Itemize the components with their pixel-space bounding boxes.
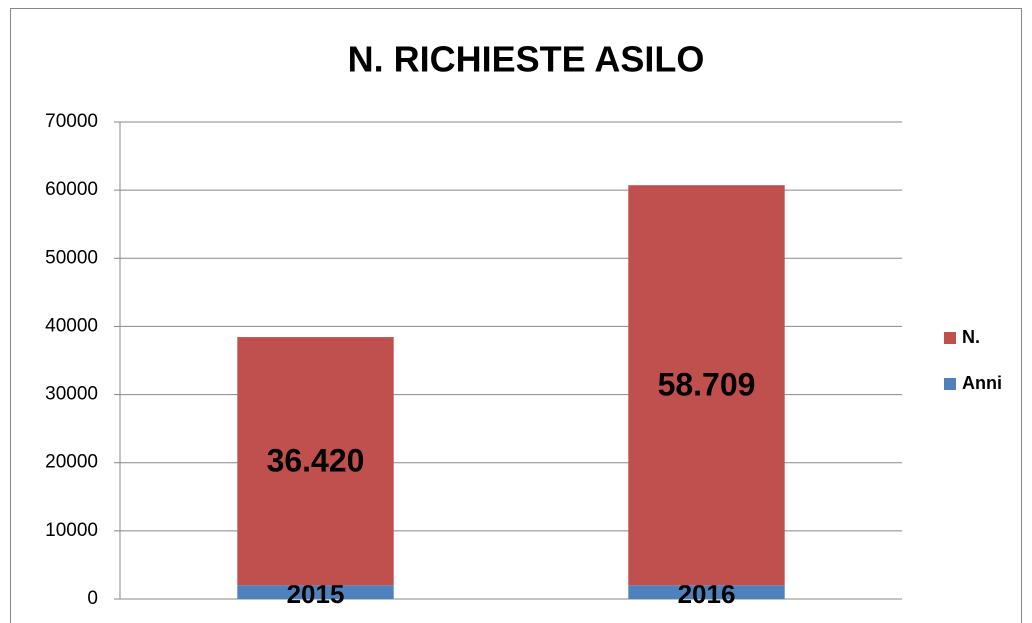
legend-swatch [944,332,956,344]
y-tick-label: 30000 [45,384,98,405]
data-label: 36.420 [267,443,365,479]
y-tick-label: 10000 [45,520,98,541]
y-tick-label: 60000 [45,179,98,200]
y-tick-label: 20000 [45,452,98,473]
y-tick-label: 40000 [45,315,98,336]
y-tick-label: 50000 [45,247,98,268]
y-tick-label: 70000 [45,111,98,132]
bar-segment [237,337,394,586]
chart-border [10,8,1022,623]
data-label: 58.709 [658,367,756,403]
y-tick-label: 0 [87,588,98,609]
legend-swatch [944,378,956,390]
legend-label: N. [962,327,980,347]
bar-segment [237,585,394,599]
chart-title: N. RICHIESTE ASILO [348,39,705,80]
bar-segment [628,185,785,586]
bar-segment [628,585,785,599]
legend-label: Anni [962,373,1002,393]
